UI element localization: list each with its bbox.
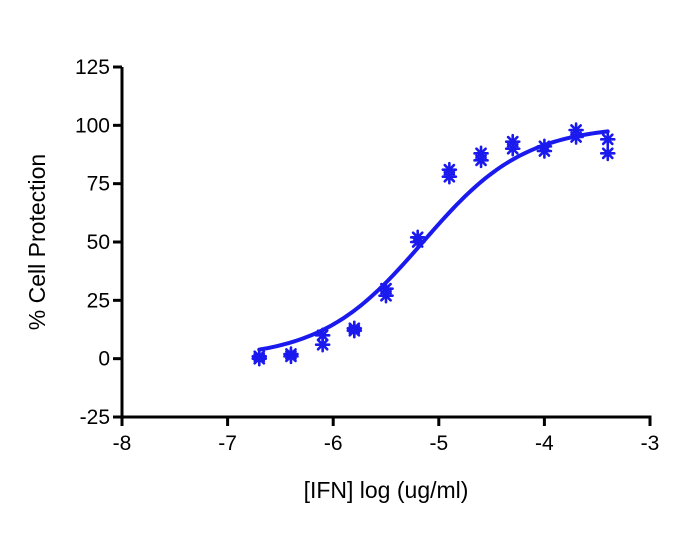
data-point — [314, 336, 331, 353]
x-tick-label: -4 — [535, 432, 554, 455]
data-point — [441, 168, 458, 185]
data-point — [536, 143, 553, 159]
axes — [120, 67, 652, 419]
y-tick-label: 75 — [87, 173, 110, 196]
data-point — [409, 234, 426, 250]
y-axis-title: % Cell Protection — [24, 154, 50, 330]
x-tick-label: -6 — [324, 432, 343, 455]
y-tick-label: 125 — [75, 56, 110, 79]
data-point — [378, 287, 394, 304]
x-axis-title: [IFN] log (ug/ml) — [304, 477, 469, 503]
data-point — [568, 129, 584, 145]
data-point — [599, 131, 616, 148]
data-point — [283, 348, 299, 365]
y-tick-label: 0 — [98, 348, 110, 371]
x-tick-label: -8 — [113, 432, 132, 455]
x-tick-label: -5 — [429, 432, 448, 455]
data-point — [504, 140, 521, 157]
x-axis-ticks: -8 -7 -6 -5 -4 -3 — [113, 417, 660, 455]
data-points — [251, 122, 616, 367]
x-tick-label: -7 — [218, 432, 237, 455]
data-point — [251, 350, 268, 367]
fit-curve-layer — [257, 129, 610, 352]
data-point — [599, 145, 616, 162]
y-tick-label: 25 — [87, 289, 110, 312]
fit-curve — [257, 129, 610, 352]
y-tick-label: 50 — [87, 231, 110, 254]
data-point — [473, 152, 489, 169]
y-tick-label: -25 — [80, 406, 110, 429]
x-tick-label: -3 — [641, 432, 660, 455]
y-axis-ticks: -25 0 25 50 75 100 125 — [75, 56, 122, 429]
y-tick-label: 100 — [75, 114, 110, 137]
data-point — [346, 322, 363, 339]
